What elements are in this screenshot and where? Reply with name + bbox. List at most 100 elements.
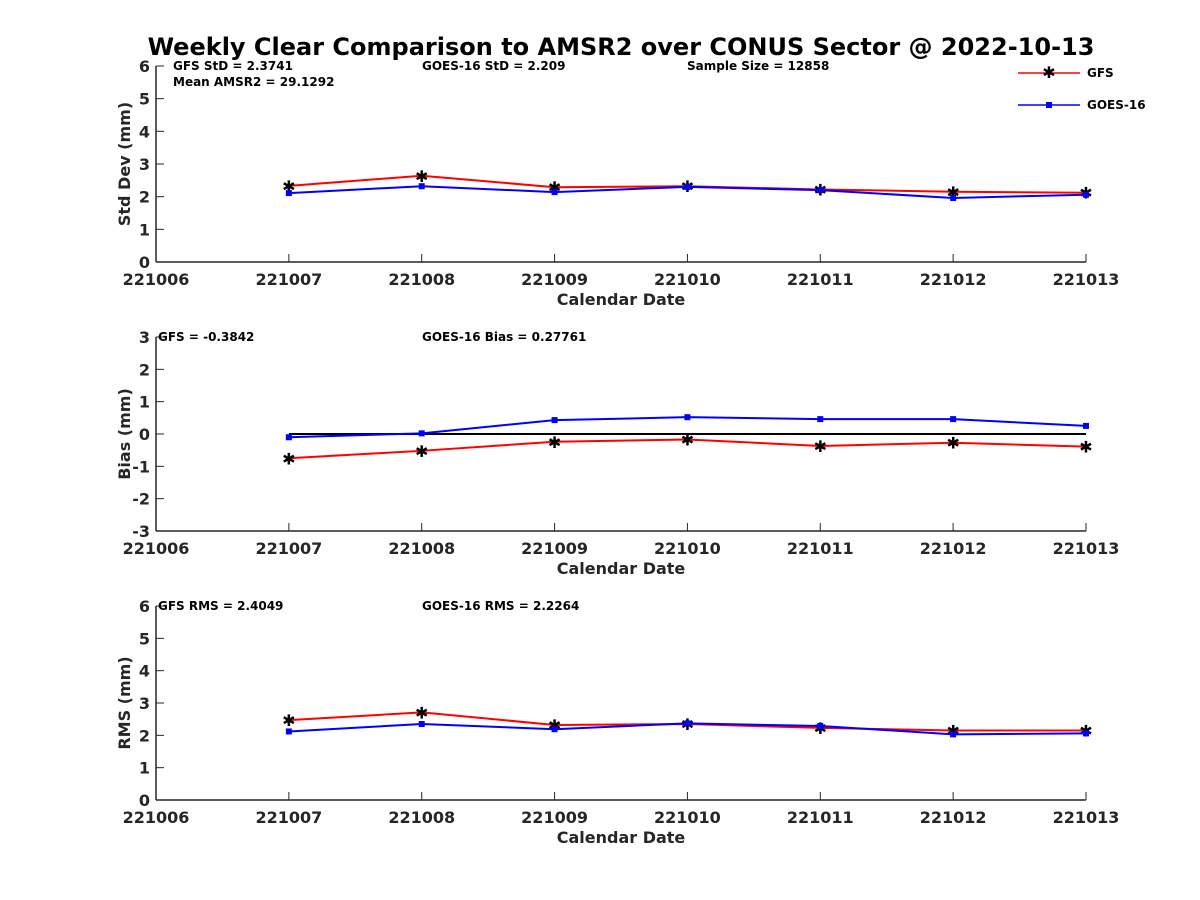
rms-goes16-point <box>551 726 558 733</box>
bias-goes16-point <box>418 430 425 437</box>
bias-x-tick-label: 221010 <box>654 539 721 558</box>
legend: ✱ GFS GOES-16 <box>1018 63 1146 112</box>
legend-goes16-label: GOES-16 <box>1087 98 1146 112</box>
bias-panel: -3 -2 -1 0 1 2 3 221006 221007 221008 221009 221010… <box>115 328 1119 578</box>
bias-gfs-point: ✱ <box>548 433 561 452</box>
rms-goes16-point <box>285 728 292 735</box>
bias-x-tick-label: 221009 <box>521 539 588 558</box>
bias-x-tick-label: 221007 <box>255 539 322 558</box>
bias-goes16-point <box>1083 422 1089 429</box>
bias-gfs-point: ✱ <box>814 437 827 456</box>
bias-y-tick-label: 1 <box>139 393 150 412</box>
stddev-goes16-point <box>551 189 558 196</box>
rms-x-tick-label: 221012 <box>920 808 987 827</box>
chart-title: Weekly Clear Comparison to AMSR2 over CO… <box>148 33 1095 61</box>
rms-x-tick-label: 221011 <box>787 808 854 827</box>
bias-y-tick-label: -2 <box>132 490 150 509</box>
bias-annotation: GFS = -0.3842 <box>158 330 254 344</box>
bias-goes16-point <box>684 414 691 421</box>
stddev-goes16-point <box>817 187 824 194</box>
stddev-x-tick-label: 221012 <box>920 270 987 289</box>
stddev-x-tick-label: 221009 <box>521 270 588 289</box>
bias-x-axis-label: Calendar Date <box>557 559 686 578</box>
bias-x-tick-label: 221012 <box>920 539 987 558</box>
rms-gfs-point: ✱ <box>548 716 561 735</box>
rms-y-axis-label: RMS (mm) <box>115 656 134 749</box>
rms-y-tick-label: 4 <box>139 662 150 681</box>
rms-x-tick-label: 221007 <box>255 808 322 827</box>
rms-x-tick-label: 221008 <box>388 808 455 827</box>
stddev-gfs-point: ✱ <box>282 177 295 196</box>
bias-goes16-point <box>551 417 558 424</box>
stddev-annotation: Mean AMSR2 = 29.1292 <box>173 75 334 89</box>
rms-annotation: GFS RMS = 2.4049 <box>158 599 283 613</box>
legend-gfs-star-icon: ✱ <box>1042 63 1055 82</box>
rms-x-tick-label: 221009 <box>521 808 588 827</box>
bias-y-tick-label: -1 <box>132 457 150 476</box>
rms-gfs-point: ✱ <box>282 711 295 730</box>
bias-goes16-point <box>950 416 957 423</box>
rms-y-tick-label: 2 <box>139 726 150 745</box>
bias-gfs-point: ✱ <box>681 430 694 449</box>
stddev-x-tick-label: 221008 <box>388 270 455 289</box>
rms-goes16-point <box>684 720 691 727</box>
bias-y-tick-label: 2 <box>139 360 150 379</box>
stddev-goes16-point <box>285 190 292 197</box>
stddev-y-tick-label: 6 <box>139 57 150 76</box>
rms-x-tick-label: 221013 <box>1053 808 1120 827</box>
stddev-y-tick-label: 1 <box>139 220 150 239</box>
stddev-y-tick-label: 5 <box>139 90 150 109</box>
stddev-x-tick-label: 221007 <box>255 270 322 289</box>
rms-x-tick-label: 221006 <box>123 808 190 827</box>
std-dev-panel: 0 1 2 3 4 5 6 221006 221007 221008 221009 221010 221… <box>115 57 1119 309</box>
stddev-annotation: Sample Size = 12858 <box>687 59 829 73</box>
stddev-y-tick-label: 2 <box>139 188 150 207</box>
stddev-goes16-point <box>950 194 957 201</box>
stddev-x-tick-label: 221013 <box>1053 270 1120 289</box>
bias-gfs-point: ✱ <box>415 442 428 461</box>
stddev-y-tick-label: 0 <box>139 253 150 272</box>
bias-gfs-point: ✱ <box>282 449 295 468</box>
stddev-goes16-point <box>684 183 691 190</box>
rms-goes16-point <box>1083 730 1089 737</box>
rms-y-tick-label: 6 <box>139 597 150 616</box>
stddev-annotation: GOES-16 StD = 2.209 <box>422 59 565 73</box>
bias-y-tick-label: 0 <box>139 425 150 444</box>
rms-y-tick-label: 1 <box>139 759 150 778</box>
rms-x-axis-label: Calendar Date <box>557 828 686 847</box>
bias-goes16-point <box>817 416 824 423</box>
bias-gfs-point: ✱ <box>946 434 959 453</box>
stddev-goes16-point <box>418 183 425 190</box>
bias-x-tick-label: 221006 <box>123 539 190 558</box>
legend-gfs-label: GFS <box>1087 66 1114 80</box>
rms-y-tick-label: 3 <box>139 694 150 713</box>
rms-y-tick-label: 5 <box>139 629 150 648</box>
stddev-annotation: GFS StD = 2.3741 <box>173 59 293 73</box>
bias-x-tick-label: 221011 <box>787 539 854 558</box>
legend-goes16-square-icon <box>1046 102 1052 108</box>
rms-goes16-point <box>950 731 957 738</box>
bias-y-tick-label: -3 <box>132 522 150 541</box>
bias-annotation: GOES-16 Bias = 0.27761 <box>422 330 586 344</box>
stddev-gfs-point: ✱ <box>415 167 428 186</box>
stddev-y-axis-label: Std Dev (mm) <box>115 102 134 226</box>
bias-goes16-point <box>285 434 292 441</box>
stddev-x-axis-label: Calendar Date <box>557 290 686 309</box>
rms-annotation: GOES-16 RMS = 2.2264 <box>422 599 579 613</box>
rms-panel: 0 1 2 3 4 5 6 221006 221007 221008 221009 221010 221… <box>115 597 1119 847</box>
stddev-x-tick-label: 221010 <box>654 270 721 289</box>
bias-x-tick-label: 221008 <box>388 539 455 558</box>
stddev-goes16-point <box>1083 191 1089 198</box>
rms-goes16-point <box>418 721 425 728</box>
bias-y-axis-label: Bias (mm) <box>115 388 134 480</box>
bias-gfs-point: ✱ <box>1079 438 1092 457</box>
rms-gfs-point: ✱ <box>946 721 959 740</box>
stddev-y-tick-label: 3 <box>139 155 150 174</box>
stddev-y-tick-label: 4 <box>139 122 150 141</box>
rms-gfs-point: ✱ <box>415 703 428 722</box>
stddev-x-tick-label: 221006 <box>123 270 190 289</box>
rms-y-tick-label: 0 <box>139 791 150 810</box>
stddev-x-tick-label: 221011 <box>787 270 854 289</box>
